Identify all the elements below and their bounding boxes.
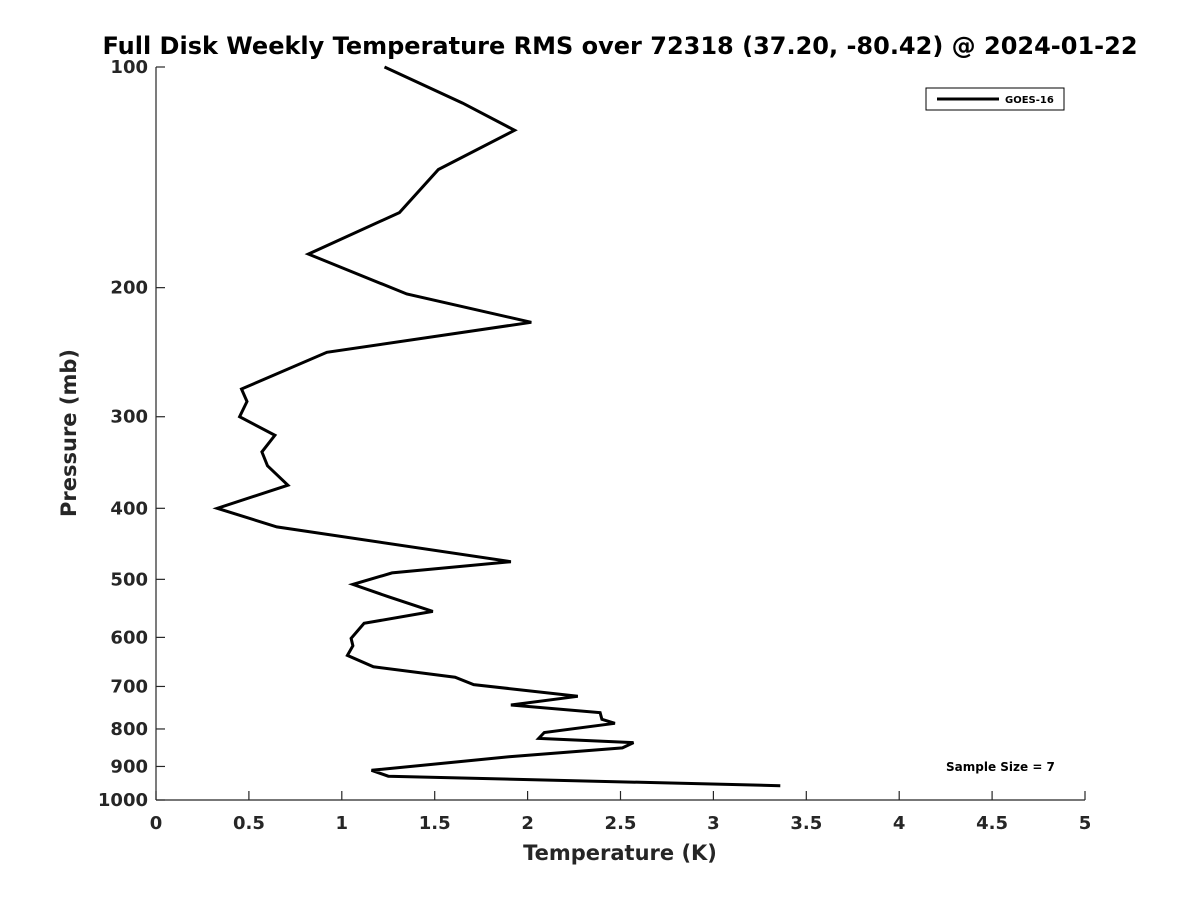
- x-axis-label: Temperature (K): [523, 841, 717, 865]
- series-line-goes-16: [212, 65, 781, 788]
- y-tick-label: 1000: [98, 790, 148, 811]
- x-tick-label: 3.5: [790, 813, 822, 834]
- y-tick-label: 400: [110, 498, 148, 519]
- x-tick-label: 1: [336, 813, 349, 834]
- x-tick-label: 3: [707, 813, 720, 834]
- x-tick-label: 4: [893, 813, 906, 834]
- x-tick-label: 1.5: [419, 813, 451, 834]
- x-tick-label: 2: [521, 813, 534, 834]
- legend: GOES-16: [925, 87, 1065, 111]
- y-axis-ticks: 100 200 300 400 500 600 700 800 900 1000: [98, 57, 165, 811]
- x-tick-label: 4.5: [976, 813, 1008, 834]
- y-tick-label: 100: [110, 57, 148, 78]
- y-tick-label: 700: [110, 676, 148, 697]
- y-tick-label: 600: [110, 627, 148, 648]
- legend-label-goes-16: GOES-16: [1005, 95, 1054, 106]
- y-tick-label: 200: [110, 278, 148, 299]
- y-tick-label: 300: [110, 407, 148, 428]
- y-tick-label: 900: [110, 756, 148, 777]
- plot-area: [156, 67, 1085, 800]
- x-axis-ticks: 0 0.5 1 1.5 2 2.5 3 3.5 4 4.5 5: [150, 791, 1092, 834]
- sample-size-annotation: Sample Size = 7: [946, 760, 1055, 774]
- y-tick-label: 800: [110, 719, 148, 740]
- x-tick-label: 0: [150, 813, 163, 834]
- x-tick-label: 2.5: [605, 813, 637, 834]
- x-tick-label: 5: [1079, 813, 1092, 834]
- y-tick-label: 500: [110, 569, 148, 590]
- chart-title: Full Disk Weekly Temperature RMS over 72…: [102, 32, 1137, 60]
- x-tick-label: 0.5: [233, 813, 265, 834]
- y-axis-label: Pressure (mb): [57, 349, 81, 517]
